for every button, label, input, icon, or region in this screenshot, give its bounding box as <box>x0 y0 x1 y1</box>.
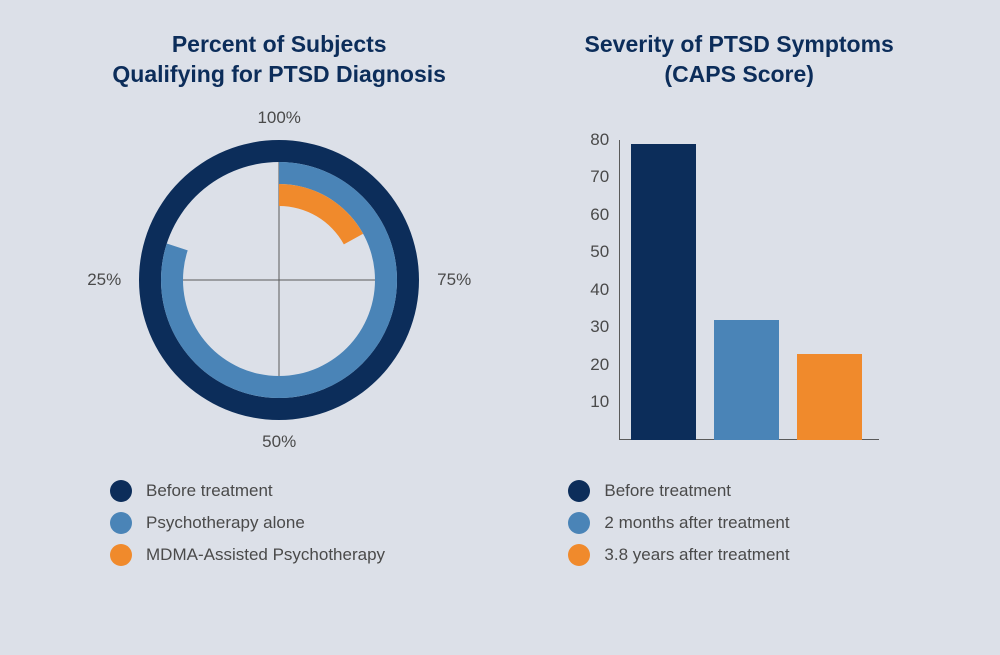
legend-item: Before treatment <box>568 480 789 502</box>
title-line: Percent of Subjects <box>172 31 387 57</box>
bar-chart-title: Severity of PTSD Symptoms (CAPS Score) <box>585 30 894 90</box>
axis-label-bottom: 50% <box>262 432 296 452</box>
radial-legend: Before treatment Psychotherapy alone MDMA-… <box>40 470 385 576</box>
bar-chart-area: 10 20 30 40 50 60 70 80 <box>574 120 904 440</box>
legend-swatch <box>568 512 590 534</box>
legend-item: Before treatment <box>110 480 385 502</box>
bar-2mo <box>714 320 779 440</box>
legend-swatch <box>110 544 132 566</box>
legend-item: 3.8 years after treatment <box>568 544 789 566</box>
radial-chart-area: 100% 75% 50% 25% <box>89 110 469 450</box>
radial-chart-svg <box>129 130 429 430</box>
bar-chart-panel: Severity of PTSD Symptoms (CAPS Score) 1… <box>518 30 960 635</box>
y-tick: 70 <box>574 167 609 187</box>
title-line: Severity of PTSD Symptoms <box>585 31 894 57</box>
axis-label-right: 75% <box>437 270 471 290</box>
y-tick: 80 <box>574 130 609 150</box>
legend-item: Psychotherapy alone <box>110 512 385 534</box>
legend-label: Before treatment <box>604 481 731 501</box>
title-line: (CAPS Score) <box>664 61 814 87</box>
legend-item: MDMA-Assisted Psychotherapy <box>110 544 385 566</box>
radial-chart-title: Percent of Subjects Qualifying for PTSD … <box>112 30 446 90</box>
bar-3.8yr <box>797 354 862 440</box>
y-tick: 10 <box>574 392 609 412</box>
legend-swatch <box>110 480 132 502</box>
legend-label: 2 months after treatment <box>604 513 789 533</box>
legend-label: Psychotherapy alone <box>146 513 305 533</box>
legend-swatch <box>568 544 590 566</box>
y-tick: 20 <box>574 355 609 375</box>
y-tick: 50 <box>574 242 609 262</box>
legend-swatch <box>568 480 590 502</box>
y-tick: 40 <box>574 280 609 300</box>
legend-swatch <box>110 512 132 534</box>
legend-item: 2 months after treatment <box>568 512 789 534</box>
title-line: Qualifying for PTSD Diagnosis <box>112 61 446 87</box>
bar-plot <box>619 144 862 440</box>
y-tick: 30 <box>574 317 609 337</box>
legend-label: MDMA-Assisted Psychotherapy <box>146 545 385 565</box>
axis-label-top: 100% <box>257 108 300 128</box>
legend-label: 3.8 years after treatment <box>604 545 789 565</box>
y-tick: 60 <box>574 205 609 225</box>
radial-chart-panel: Percent of Subjects Qualifying for PTSD … <box>40 30 518 635</box>
legend-label: Before treatment <box>146 481 273 501</box>
axis-label-left: 25% <box>87 270 121 290</box>
bar-before <box>631 144 696 440</box>
bar-legend: Before treatment 2 months after treatment… <box>518 470 789 576</box>
